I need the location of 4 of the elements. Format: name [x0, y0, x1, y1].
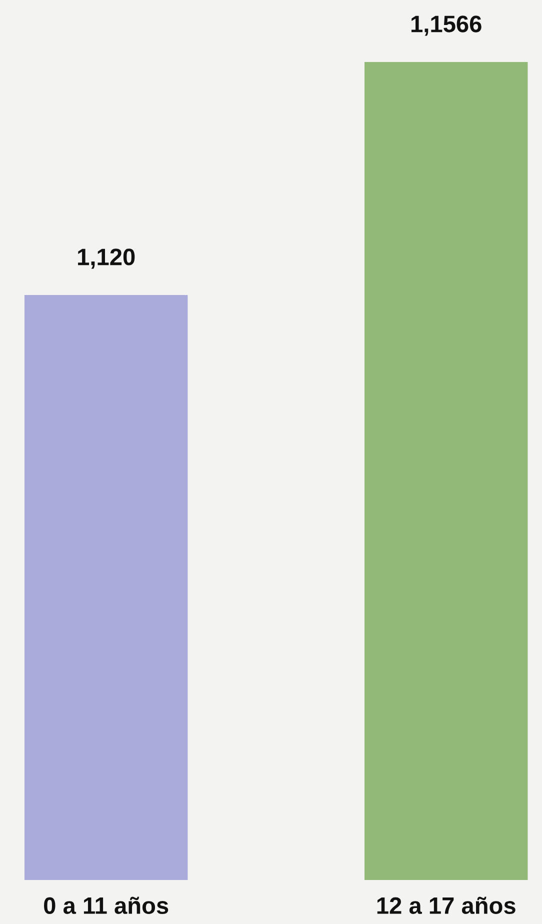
data-label: 1,120: [78, 248, 135, 269]
x-tick-label: 0 a 11 años: [44, 896, 168, 914]
data-label: 1,1566: [411, 16, 482, 36]
x-tick-label: 12 a 17 años: [377, 896, 516, 914]
